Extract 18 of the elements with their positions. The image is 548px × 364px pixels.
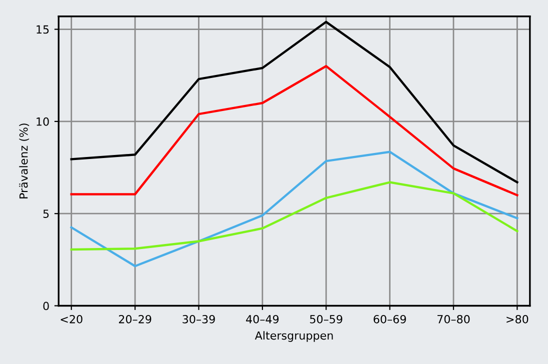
x-tick-label: 50–59 — [310, 314, 342, 324]
x-tick-label: 30–39 — [182, 314, 215, 324]
x-tick-label: 70–80 — [437, 314, 470, 324]
y-axis-title: Prävalenz (%) — [19, 124, 30, 198]
line-series — [70, 20, 518, 184]
line-series — [70, 150, 518, 268]
line-series — [70, 65, 518, 196]
y-tick-label: 5 — [43, 210, 49, 218]
x-tick-label: 60–69 — [374, 314, 406, 324]
y-tick-label: 0 — [43, 302, 49, 310]
x-tick-label: <20 — [60, 314, 82, 324]
x-tick-label: 40–49 — [246, 314, 279, 324]
y-tick-label: 15 — [36, 25, 49, 34]
x-tick-label: >80 — [506, 314, 528, 324]
x-tick-label: 20–29 — [118, 314, 152, 324]
y-tick-label: 10 — [36, 117, 49, 126]
x-axis-title: Altersgruppen — [254, 331, 333, 342]
line-series — [70, 181, 518, 251]
